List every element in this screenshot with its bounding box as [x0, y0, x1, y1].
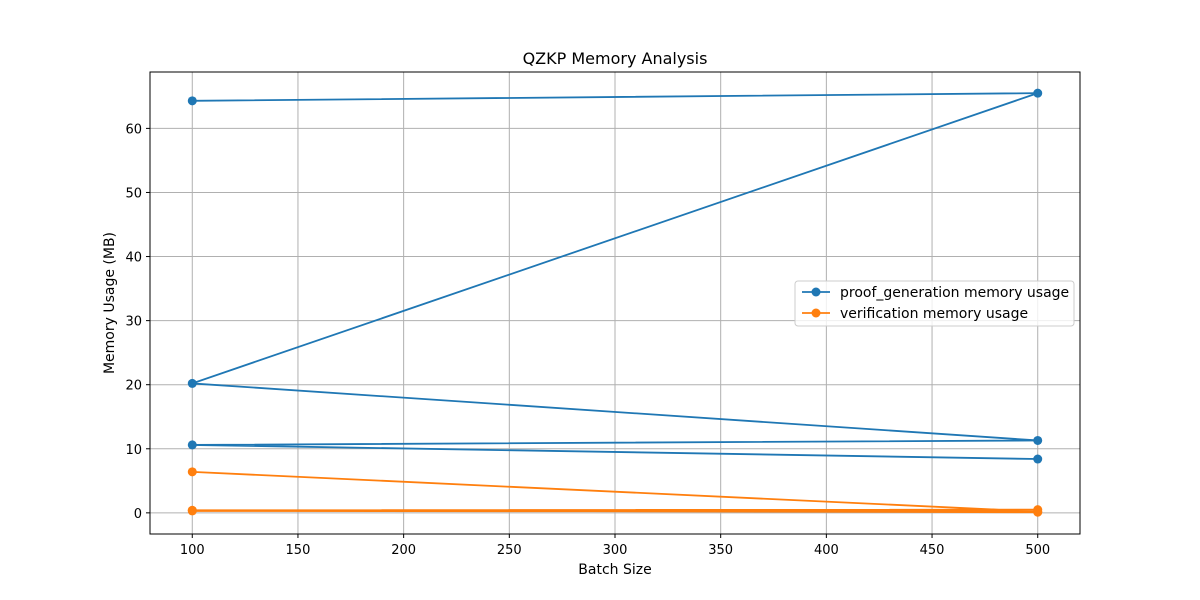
legend-label: verification memory usage — [840, 306, 1028, 322]
legend: proof_generation memory usage verificatio… — [794, 280, 1075, 327]
data-point — [187, 467, 197, 477]
y-tick-label: 20 — [125, 379, 142, 394]
axis-ticks: 100 150 200 250 300 350 400 450 500 0 10 20 30 40 50 60 — [125, 122, 1050, 558]
y-tick-label: 60 — [125, 122, 142, 137]
data-point — [1033, 435, 1043, 445]
data-point — [187, 440, 197, 450]
x-axis-label: Batch Size — [578, 562, 651, 578]
x-tick-label: 100 — [180, 543, 205, 558]
data-point — [187, 96, 197, 106]
data-point — [1033, 507, 1043, 517]
legend-marker — [811, 308, 821, 318]
x-tick-label: 350 — [708, 543, 733, 558]
chart-title: QZKP Memory Analysis — [523, 49, 708, 68]
data-point — [1033, 454, 1043, 464]
series-line — [191, 470, 1039, 514]
y-tick-label: 0 — [134, 507, 142, 522]
x-tick-label: 400 — [814, 543, 839, 558]
x-tick-label: 150 — [286, 543, 311, 558]
plot-series — [187, 88, 1043, 517]
x-tick-label: 450 — [920, 543, 945, 558]
y-axis-label: Memory Usage (MB) — [102, 232, 118, 374]
x-tick-label: 200 — [391, 543, 416, 558]
x-tick-label: 300 — [603, 543, 628, 558]
y-tick-label: 50 — [125, 186, 142, 201]
data-point — [187, 505, 197, 515]
legend-frame — [794, 280, 1075, 327]
x-tick-label: 500 — [1025, 543, 1050, 558]
legend-marker — [811, 287, 821, 297]
y-tick-label: 30 — [125, 315, 142, 330]
legend-label: proof_generation memory usage — [840, 285, 1069, 301]
y-tick-label: 10 — [125, 443, 142, 458]
x-tick-label: 250 — [497, 543, 522, 558]
data-point — [1033, 88, 1043, 98]
data-point — [187, 378, 197, 388]
y-tick-label: 40 — [125, 251, 142, 266]
series-line — [191, 92, 1039, 460]
